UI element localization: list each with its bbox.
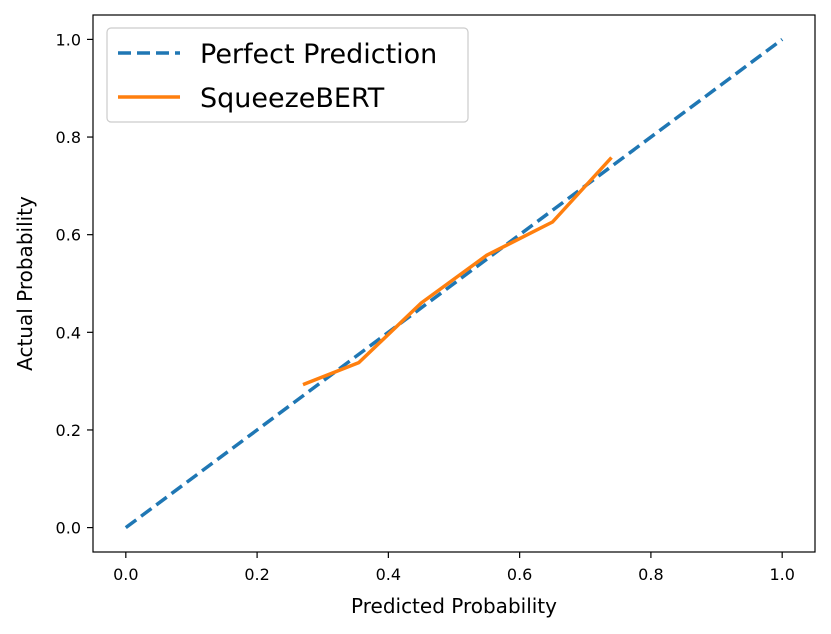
series-line-squeezebert: [302, 156, 613, 387]
legend: Perfect Prediction SqueezeBERT: [106, 27, 469, 123]
series-line-perfect-prediction: [124, 37, 784, 530]
legend-label-perfect-prediction: Perfect Prediction: [200, 39, 437, 70]
y-tick-label: 0.6: [56, 226, 81, 245]
ticks-layer: 0.0 0.2 0.4 0.6 0.8 1.0 0.0 0.2 0.4 0.6 0.8 1.0: [56, 30, 795, 584]
plot-frame: [92, 14, 816, 553]
x-tick-label: 0.8: [638, 565, 663, 584]
y-tick-label: 0.8: [56, 128, 81, 147]
legend-label-squeezebert: SqueezeBERT: [200, 83, 385, 114]
y-tick-label: 0.4: [56, 323, 81, 342]
y-tick-label: 1.0: [56, 30, 81, 49]
legend-box: [106, 27, 469, 123]
x-tick-label: 0.4: [376, 565, 401, 584]
x-tick-label: 1.0: [769, 565, 794, 584]
x-axis-label: Predicted Probability: [351, 594, 557, 618]
x-tick-label: 0.0: [113, 565, 138, 584]
y-axis-label: Actual Probability: [13, 196, 37, 371]
y-tick-label: 0.2: [56, 421, 81, 440]
series-layer: [124, 37, 784, 530]
x-tick-label: 0.2: [244, 565, 269, 584]
y-tick-label: 0.0: [56, 519, 81, 538]
x-tick-label: 0.6: [507, 565, 532, 584]
